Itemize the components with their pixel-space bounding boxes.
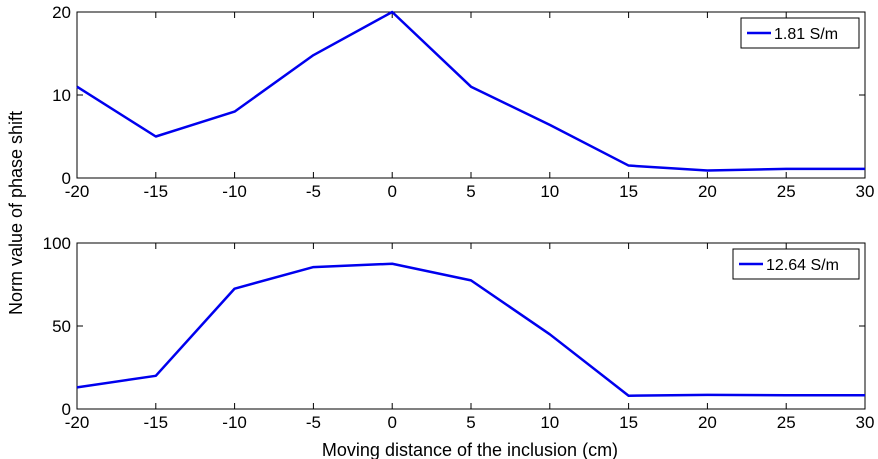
x-tick-label: 25 bbox=[777, 182, 796, 201]
subplot-2: -20 -15 -10 -5 0 5 10 15 20 25 30 0 50 100 12.64 S/m bbox=[43, 234, 875, 432]
legend-label: 12.64 S/m bbox=[766, 257, 839, 274]
x-tick-label: 10 bbox=[540, 413, 559, 432]
x-tick-label: 15 bbox=[619, 182, 638, 201]
legend: 12.64 S/m bbox=[732, 248, 860, 280]
x-tick-label: -15 bbox=[144, 413, 169, 432]
x-tick-label: 10 bbox=[540, 182, 559, 201]
y-tick-label: 100 bbox=[43, 234, 71, 253]
x-tick-label: 30 bbox=[856, 413, 875, 432]
x-axis-label: Moving distance of the inclusion (cm) bbox=[322, 440, 618, 459]
y-tick-label: 20 bbox=[52, 3, 71, 22]
x-tick-label: 30 bbox=[856, 182, 875, 201]
x-tick-label: -10 bbox=[222, 413, 247, 432]
subplot-1: -20 -15 -10 -5 0 5 10 15 20 25 30 0 10 20 1.81 S/m bbox=[52, 3, 874, 201]
y-tick-label: 0 bbox=[62, 169, 71, 188]
legend-label: 1.81 S/m bbox=[774, 26, 838, 43]
x-tick-label: 0 bbox=[387, 182, 396, 201]
x-tick-label: 5 bbox=[466, 182, 475, 201]
x-tick-label: -15 bbox=[144, 182, 169, 201]
x-tick-label: 20 bbox=[698, 182, 717, 201]
legend: 1.81 S/m bbox=[740, 17, 860, 49]
y-tick-label: 50 bbox=[52, 317, 71, 336]
x-tick-label: 5 bbox=[466, 413, 475, 432]
x-tick-label: 15 bbox=[619, 413, 638, 432]
x-tick-label: -20 bbox=[65, 182, 90, 201]
y-axis-label: Norm value of phase shift bbox=[6, 111, 26, 315]
x-tick-label: -10 bbox=[222, 182, 247, 201]
x-tick-label: 0 bbox=[387, 413, 396, 432]
y-tick-label: 10 bbox=[52, 86, 71, 105]
x-tick-label: -5 bbox=[306, 182, 321, 201]
series-line bbox=[76, 262, 865, 397]
x-tick-label: -20 bbox=[65, 413, 90, 432]
y-tick-label: 0 bbox=[62, 400, 71, 419]
x-tick-label: -5 bbox=[306, 413, 321, 432]
x-tick-label: 25 bbox=[777, 413, 796, 432]
x-tick-label: 20 bbox=[698, 413, 717, 432]
